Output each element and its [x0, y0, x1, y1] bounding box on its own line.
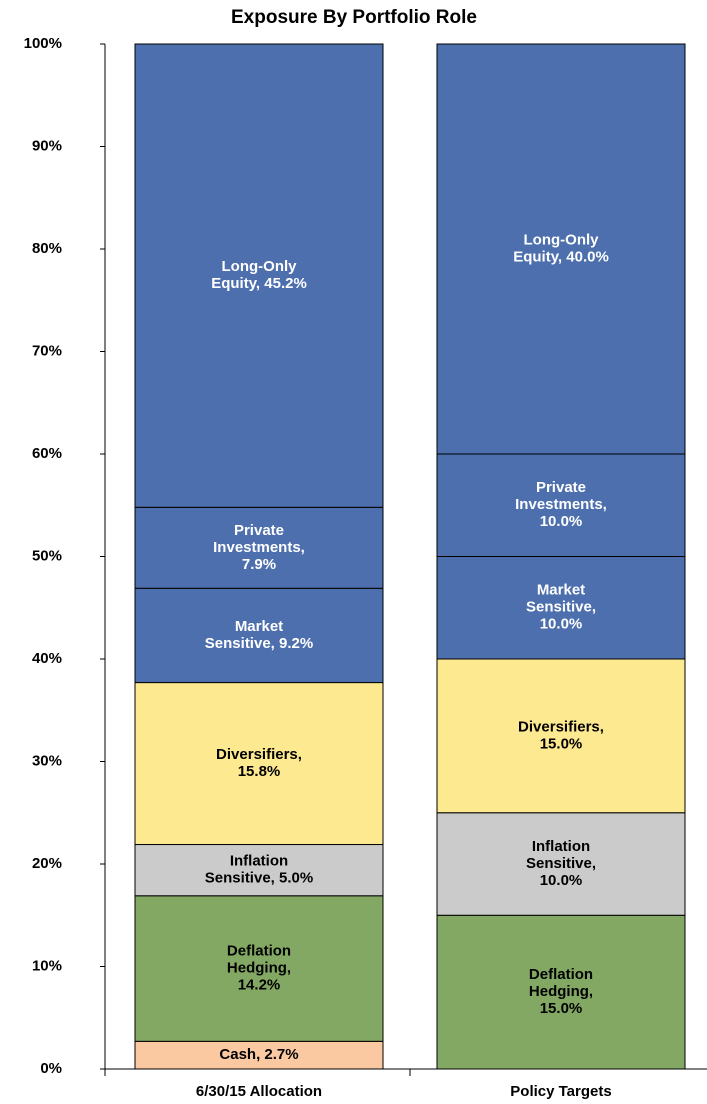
bar-segment [134, 43, 384, 508]
y-tick-label: 90% [32, 137, 62, 154]
data-label: Sensitive, 5.0% [205, 870, 313, 887]
bar-segment [134, 506, 384, 589]
bar-segment [436, 812, 686, 916]
data-label: Investments, [515, 496, 607, 513]
data-label: Diversifiers, [216, 746, 302, 763]
y-tick-label: 30% [32, 752, 62, 769]
data-label: Sensitive, [526, 599, 596, 616]
data-label: 14.2% [238, 977, 281, 994]
y-tick-label: 70% [32, 342, 62, 359]
data-label: Long-Only [524, 231, 600, 248]
x-tick-label: 6/30/15 Allocation [196, 1083, 322, 1100]
data-label: 7.9% [242, 556, 276, 573]
data-label: Equity, 40.0% [513, 248, 609, 265]
data-label: Deflation [529, 966, 593, 983]
y-tick-label: 40% [32, 650, 62, 667]
data-label: Sensitive, 9.2% [205, 635, 313, 652]
data-label: Hedging, [529, 983, 593, 1000]
bar-segment [134, 895, 384, 1042]
bar-segment [436, 914, 686, 1070]
y-tick-label: 50% [32, 547, 62, 564]
data-label: Market [235, 618, 283, 635]
data-label: 10.0% [540, 513, 583, 530]
data-label: Inflation [230, 853, 288, 870]
data-label: Equity, 45.2% [211, 275, 307, 292]
y-tick-label: 0% [40, 1060, 62, 1077]
data-label: Cash, 2.7% [219, 1046, 298, 1063]
y-tick-label: 80% [32, 240, 62, 257]
bar-segment [134, 682, 384, 846]
data-label: Sensitive, [526, 855, 596, 872]
data-label: Market [537, 582, 585, 599]
data-label: Inflation [532, 838, 590, 855]
bar-segment [436, 658, 686, 814]
y-tick-label: 20% [32, 855, 62, 872]
y-tick-label: 10% [32, 957, 62, 974]
data-label: Private [234, 522, 284, 539]
y-tick-label: 60% [32, 445, 62, 462]
data-label: 15.8% [238, 763, 281, 780]
bar-segment [436, 453, 686, 557]
bar-segment [134, 844, 384, 897]
data-label: 15.0% [540, 735, 583, 752]
data-label: Hedging, [227, 960, 291, 977]
data-label: 10.0% [540, 872, 583, 889]
bar-segment [134, 587, 384, 684]
data-label: Diversifiers, [518, 718, 604, 735]
y-tick-label: 100% [24, 35, 62, 52]
data-label: Private [536, 479, 586, 496]
x-tick-label: Policy Targets [510, 1083, 611, 1100]
bar-segment [436, 43, 686, 455]
data-label: 15.0% [540, 1000, 583, 1017]
bar-segment [134, 1040, 384, 1070]
data-label: Deflation [227, 943, 291, 960]
data-label: 10.0% [540, 616, 583, 633]
data-label: Long-Only [222, 258, 298, 275]
chart-title: Exposure By Portfolio Role [231, 7, 477, 28]
bar-segment [436, 556, 686, 660]
data-label: Investments, [213, 539, 305, 556]
